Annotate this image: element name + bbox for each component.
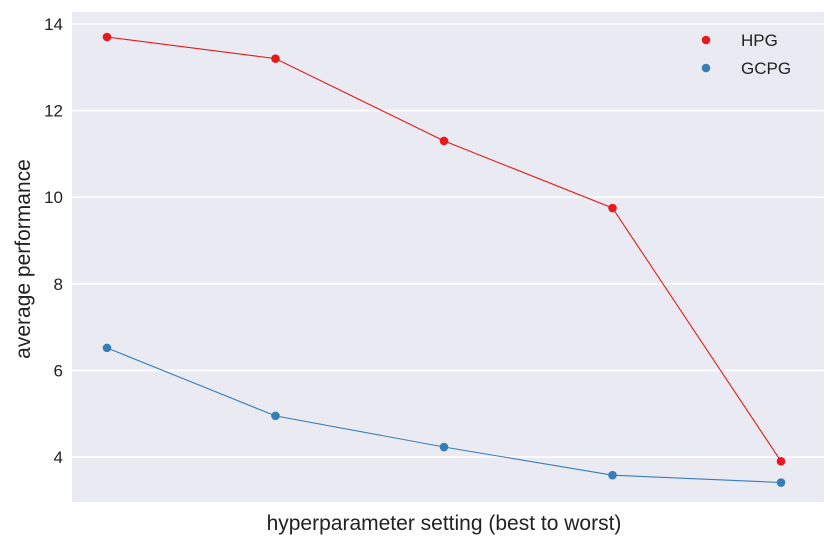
data-point bbox=[271, 411, 280, 421]
data-point bbox=[608, 203, 617, 213]
series-group bbox=[102, 32, 786, 487]
legend: HPG GCPG bbox=[701, 31, 791, 78]
data-point bbox=[102, 343, 112, 353]
y-tick-labels: 4 6 8 10 12 14 bbox=[44, 15, 63, 467]
data-point bbox=[102, 32, 112, 42]
plot-background bbox=[72, 12, 824, 502]
y-tick-label: 14 bbox=[44, 15, 63, 34]
data-point bbox=[776, 457, 786, 466]
y-axis-label: average performance bbox=[12, 159, 35, 359]
y-tick-label: 4 bbox=[54, 448, 63, 467]
data-point bbox=[439, 136, 449, 146]
series-gcpg bbox=[102, 343, 786, 487]
y-tick-label: 12 bbox=[44, 102, 63, 121]
y-tick-label: 8 bbox=[54, 275, 63, 294]
data-point bbox=[776, 478, 786, 487]
legend-marker bbox=[701, 35, 711, 45]
data-point bbox=[439, 442, 449, 452]
legend-marker bbox=[701, 63, 711, 73]
y-tick-label: 6 bbox=[54, 361, 63, 380]
legend-label: HPG bbox=[741, 31, 778, 50]
y-tick-label: 10 bbox=[44, 188, 63, 207]
legend-label: GCPG bbox=[741, 59, 791, 78]
data-point bbox=[271, 54, 280, 63]
grid-lines bbox=[72, 23, 824, 458]
data-point bbox=[608, 470, 617, 480]
series-hpg bbox=[102, 32, 786, 466]
x-axis-label: hyperparameter setting (best to worst) bbox=[267, 512, 622, 535]
